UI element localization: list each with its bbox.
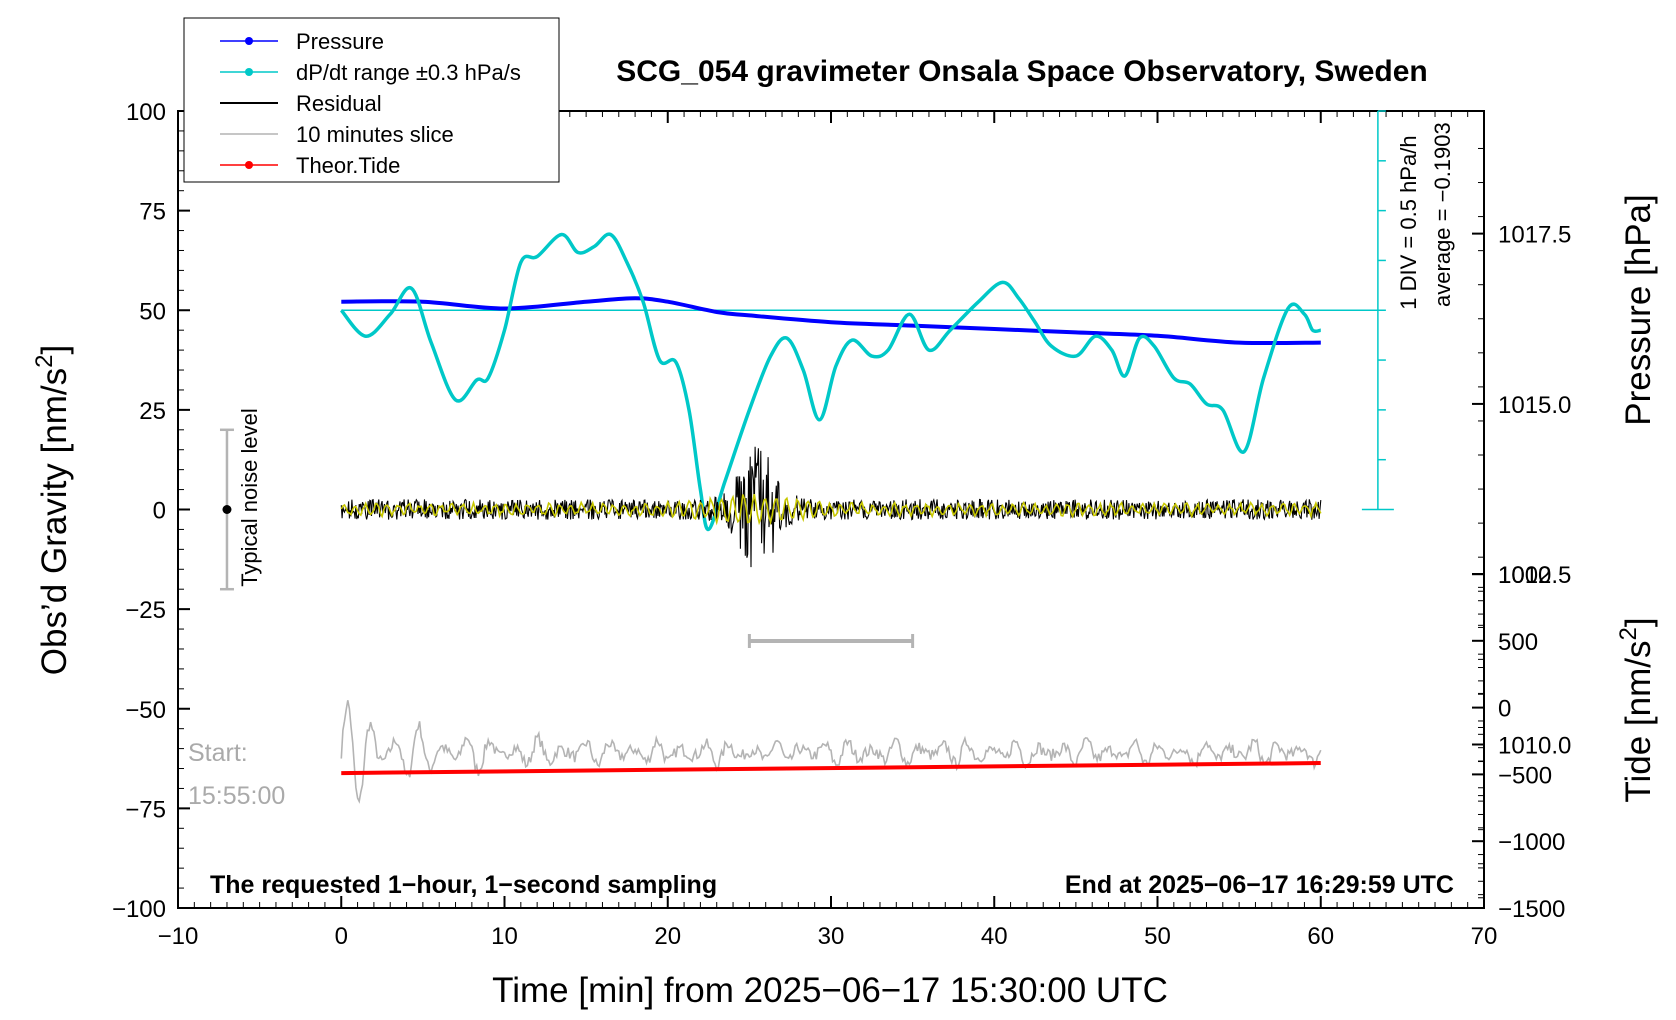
y-axis-label-left: Obs’d Gravity [nm/s2]: [31, 345, 74, 675]
legend-entry-label: Theor.Tide: [296, 153, 400, 178]
y-axis-label-left-tail: ]: [35, 345, 74, 355]
y-axis-label-left-main: Obs’d Gravity [nm/s: [35, 368, 74, 675]
pressure-rate-scale: [1361, 110, 1394, 511]
tide-tick-label: 0: [1498, 696, 1511, 723]
residual-filtered-line: [340, 493, 1322, 526]
legend-swatch-marker: [245, 161, 253, 169]
sampling-note: The requested 1−hour, 1−second sampling: [210, 871, 717, 899]
pressure-tick-label: 1012.5: [1498, 562, 1571, 589]
x-tick-label: 30: [818, 923, 845, 950]
pressure-tick-label: 1017.5: [1498, 222, 1571, 249]
noise-bar-center-dot: [222, 505, 232, 514]
pressure-tick-label: 1015.0: [1498, 392, 1571, 419]
x-axis-label: Time [min] from 2025−06−17 15:30:00 UTC: [492, 971, 1168, 1010]
x-tick-label: 60: [1307, 923, 1334, 950]
legend-entry-label: 10 minutes slice: [296, 122, 454, 147]
y-tick-label: −100: [112, 896, 166, 923]
x-tick-label: 0: [335, 923, 348, 950]
tide-tick-label: 1000: [1498, 562, 1551, 589]
y-tick-label: 0: [153, 498, 166, 525]
series-layer: [339, 232, 1378, 804]
y-tick-label: 50: [139, 298, 166, 325]
start-label: Start:: [188, 739, 248, 767]
legend-swatch-marker: [245, 68, 253, 76]
y-axis-label-tide-tail: ]: [1619, 617, 1658, 627]
y-axis-ticks: 100 75 50 25 0 −25 −50 −75 −100: [112, 99, 190, 923]
y-tick-label: 100: [126, 99, 166, 126]
x-tick-label: 10: [491, 923, 518, 950]
tide-axis-ticks: 1000 500 0 −500 −1000 −1500: [1472, 562, 1565, 923]
legend: Pressure dP/dt range ±0.3 hPa/s Residual 10…: [183, 17, 560, 183]
scale-label-div: 1 DIV = 0.5 hPa/h: [1396, 135, 1421, 309]
end-time-note: End at 2025−06−17 16:29:59 UTC: [1065, 871, 1454, 899]
dpdt-series-line: [339, 232, 1322, 532]
y-tick-label: 25: [139, 398, 166, 425]
start-time-label: 15:55:00: [188, 782, 285, 810]
slice-series-line: [340, 700, 1322, 804]
legend-box: [183, 17, 560, 183]
y-axis-label-left-sup: 2: [31, 355, 58, 368]
pressure-tick-label: 1010.0: [1498, 733, 1571, 760]
y-axis-label-pressure: Pressure [hPa]: [1619, 194, 1658, 426]
y-axis-label-tide: Tide [nm/s2]: [1615, 617, 1658, 802]
tide-tick-label: −500: [1498, 762, 1552, 789]
y-tick-label: −75: [125, 796, 166, 823]
legend-swatch-marker: [245, 37, 253, 45]
x-axis-ticks: −10 0 10 20 30 40 50 60 70: [158, 111, 1498, 950]
scale-label-average: average = −0.1903: [1430, 122, 1455, 307]
y-axis-label-tide-sup: 2: [1615, 627, 1642, 640]
tide-tick-label: 500: [1498, 629, 1538, 656]
pressure-axis-ticks: 1017.5 1015.0 1012.5 1010.0: [1472, 147, 1571, 899]
y-axis-label-tide-main: Tide [nm/s: [1619, 641, 1658, 803]
x-tick-label: 70: [1471, 923, 1498, 950]
legend-entry-label: Pressure: [296, 29, 384, 54]
tide-tick-label: −1500: [1498, 896, 1565, 923]
tide-tick-label: −1000: [1498, 829, 1565, 856]
x-tick-label: 40: [981, 923, 1008, 950]
residual-series-line: [340, 446, 1322, 568]
tide-series-line: [341, 761, 1321, 776]
y-tick-label: −50: [125, 697, 166, 724]
legend-entry-label: dP/dt range ±0.3 hPa/s: [296, 60, 521, 85]
legend-entry-label: Residual: [296, 91, 382, 116]
chart-title: SCG_054 gravimeter Onsala Space Observat…: [616, 55, 1428, 88]
x-tick-label: 20: [654, 923, 681, 950]
x-tick-label: 50: [1144, 923, 1171, 950]
noise-bar-group: [219, 428, 234, 591]
x-tick-label: −10: [158, 923, 199, 950]
y-tick-label: 75: [139, 199, 166, 226]
y-tick-label: −25: [125, 597, 166, 624]
noise-bar-label: Typical noise level: [237, 408, 262, 587]
